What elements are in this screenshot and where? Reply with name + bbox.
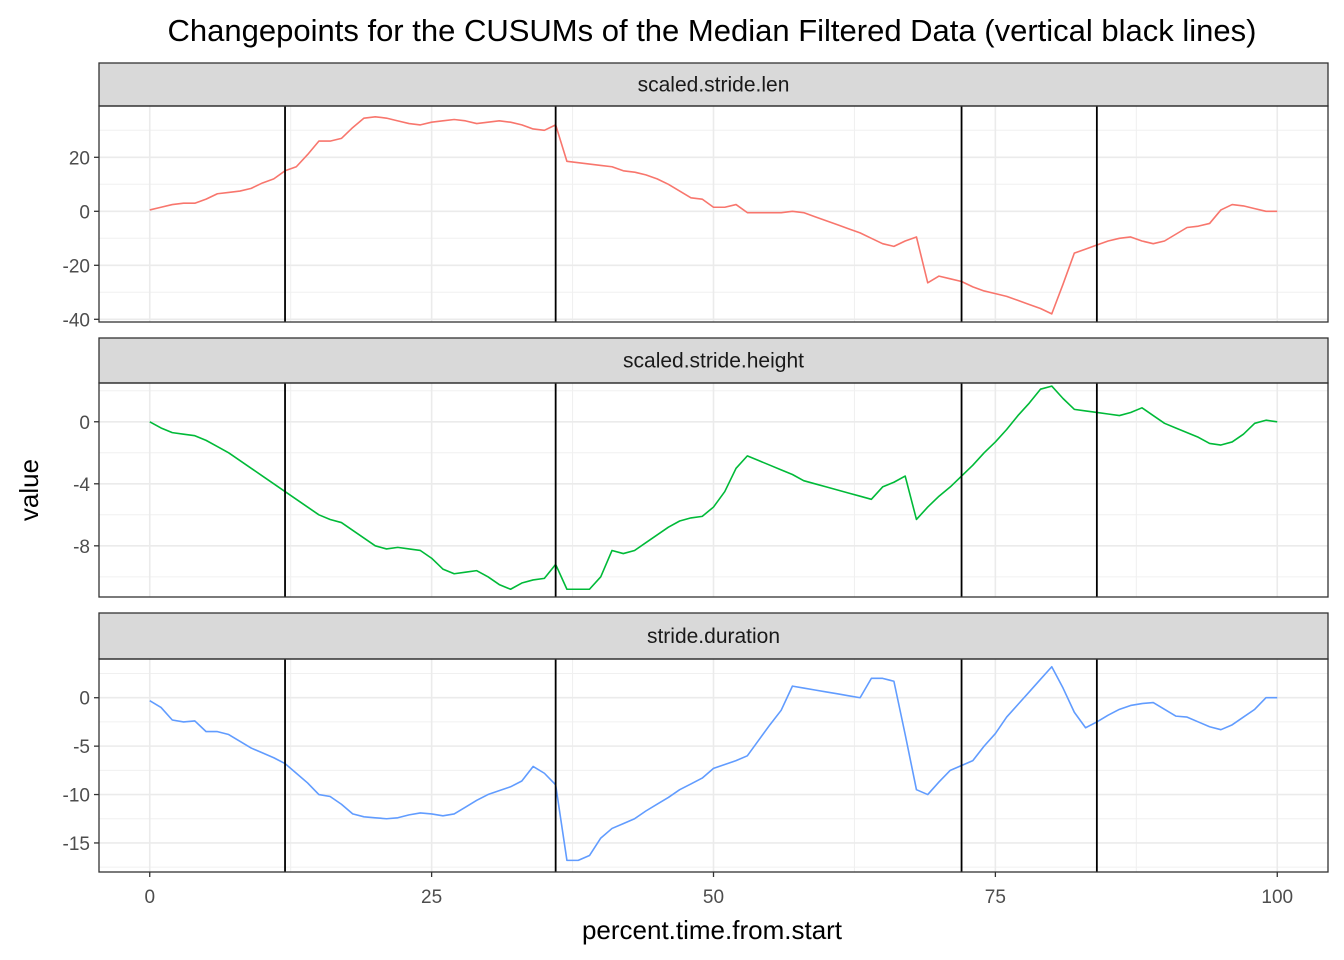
series-line	[149, 665, 1278, 862]
y-tick-label: -10	[63, 786, 90, 807]
chart-title: Changepoints for the CUSUMs of the Media…	[168, 13, 1257, 48]
x-axis-title: percent.time.from.start	[582, 915, 843, 945]
y-tick-label: 0	[79, 413, 90, 434]
y-tick-label: -4	[73, 475, 90, 496]
x-tick-label: 25	[421, 887, 442, 908]
y-tick-label: -15	[63, 834, 90, 855]
facet-strip-label: stride.duration	[647, 625, 780, 648]
facet-panel: scaled.stride.len -40 -20 0 20	[63, 62, 1329, 331]
facet-strip	[98, 337, 1329, 384]
x-axis: 0 25 50 75 100	[144, 872, 1293, 908]
facet-strip-label: scaled.stride.len	[638, 74, 790, 97]
facet-strip	[98, 612, 1329, 660]
series-line	[149, 116, 1278, 315]
series-line	[149, 385, 1278, 591]
x-tick-label: 100	[1261, 887, 1293, 908]
y-tick-label: 20	[69, 148, 90, 169]
panel-border	[98, 105, 1329, 323]
y-tick-label: 0	[79, 689, 90, 710]
x-tick-label: 75	[985, 887, 1006, 908]
x-tick-label: 50	[703, 887, 724, 908]
y-tick-label: -8	[73, 537, 90, 558]
facet-strip	[98, 62, 1329, 107]
facet-panel: stride.duration -15 -10 -5 0	[63, 612, 1329, 873]
y-tick-label: -20	[63, 256, 90, 277]
facet-panels: scaled.stride.len-40-20020scaled.stride.…	[63, 62, 1329, 873]
facet-panel: scaled.stride.height -8 -4 0	[73, 337, 1329, 598]
y-tick-label: -5	[73, 737, 90, 758]
facet-strip-label: scaled.stride.height	[623, 350, 804, 373]
x-tick-label: 0	[144, 887, 155, 908]
y-tick-label: 0	[79, 202, 90, 223]
y-tick-label: -40	[63, 310, 90, 331]
panel-border	[98, 382, 1329, 598]
y-axis-title: value	[14, 459, 44, 521]
